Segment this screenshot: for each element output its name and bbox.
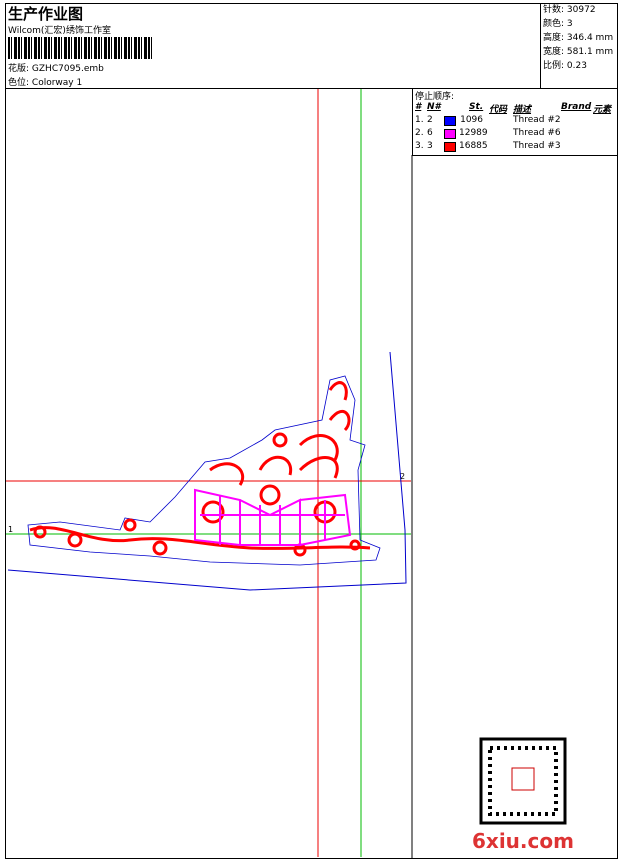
sheet-title: 生产作业图 [8,5,84,23]
row-index: 1. [415,115,424,125]
needle: 3 [427,141,433,151]
colorway-label: 色位: [8,78,30,88]
design-label: 花版: [8,64,30,74]
panel-title: 停止顺序: [415,92,455,102]
marker-label: 1 [8,525,13,534]
stop-sequence-panel: 停止顺序: # N# St. 代码 描述 Brand 元素 1. 2 1096 Thread #2 2… [412,88,618,156]
row-index: 2. [415,128,424,138]
stitch-count: 16885 [459,141,488,151]
row-index: 3. [415,141,424,151]
column-header: 元素 [593,105,612,115]
stat-row: 比例: 0.23 [541,59,618,73]
hoop-outline [7,351,407,591]
needle: 2 [427,115,433,125]
stat-row: 颜色: 3 [541,17,618,31]
sequence-row: 1. 2 1096 Thread #2 [413,115,618,128]
design-outline [27,375,381,566]
stat-row: 针数: 30972 [541,3,618,17]
barcode [8,37,153,59]
stitch-count: 1096 [460,115,483,125]
design-line: 花版: GZHC7095.emb [8,61,104,74]
stat-value: 3 [566,19,573,29]
stats-box: 针数: 30972 颜色: 3 高度: 346.4 mm 宽度: 581.1 mm 比例… [540,3,618,88]
column-header: # [415,102,422,112]
stat-label: 宽度: [543,47,565,57]
column-header: St. [469,102,484,112]
stat-label: 颜色: [543,19,565,29]
stat-label: 比例: [543,61,565,71]
embroidery-red [29,381,371,557]
sequence-row: 3. 3 16885 Thread #3 [413,141,618,154]
thread-description: Thread #3 [513,141,561,151]
stat-value: 0.23 [566,61,587,71]
qr-logo [511,767,535,791]
studio-name: Wilcom(汇宏)绣饰工作室 [8,26,111,36]
qr-pattern [488,746,558,816]
thread-description: Thread #6 [513,128,561,138]
stitch-count: 12989 [459,128,488,138]
thread-description: Thread #2 [513,115,561,125]
needle: 6 [427,128,433,138]
color-swatch [444,116,456,126]
colorway: Colorway 1 [31,78,83,88]
color-swatch [444,142,456,152]
stat-value: 581.1 mm [566,47,614,57]
column-header: N# [427,102,441,112]
stat-value: 346.4 mm [566,33,614,43]
stat-label: 针数: [543,5,565,15]
column-header: 描述 [513,105,532,115]
sequence-row: 2. 6 12989 Thread #6 [413,128,618,141]
design-file: GZHC7095.emb [31,64,104,74]
stat-row: 高度: 346.4 mm [541,31,618,45]
marker-label: 2 [400,472,405,481]
color-swatch [444,129,456,139]
header-rule [5,88,617,89]
embroidery-magenta [194,488,352,547]
watermark: 6xiu.com [472,829,574,853]
column-header: Brand [561,102,592,112]
stat-value: 30972 [566,5,596,15]
colorway-line: 色位: Colorway 1 [8,75,82,88]
column-header: 代码 [489,105,508,115]
stat-label: 高度: [543,33,565,43]
stat-row: 宽度: 581.1 mm [541,45,618,59]
sheet-border [5,3,618,859]
